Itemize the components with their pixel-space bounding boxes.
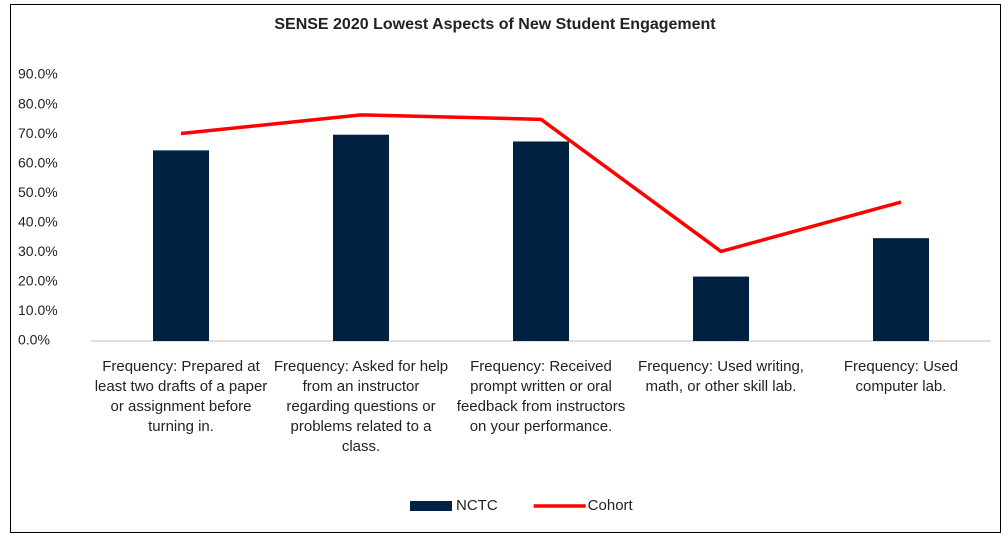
y-tick-label: 80.0% bbox=[18, 95, 58, 111]
y-tick-label: 90.0% bbox=[18, 66, 58, 82]
bar bbox=[513, 141, 569, 341]
legend-swatch bbox=[410, 501, 452, 511]
legend-label: Cohort bbox=[588, 497, 634, 514]
bar bbox=[153, 150, 209, 341]
y-tick-label: 70.0% bbox=[18, 125, 58, 141]
x-tick-label: Frequency: Used writing, math, or other … bbox=[638, 358, 804, 395]
legend-label: NCTC bbox=[456, 497, 498, 514]
y-tick-label: 10.0% bbox=[18, 302, 58, 318]
bar bbox=[873, 238, 929, 341]
x-tick-label: Frequency: Prepared at least two drafts … bbox=[94, 358, 268, 435]
y-tick-label: 40.0% bbox=[18, 213, 58, 229]
line bbox=[180, 113, 902, 254]
y-tick-label: 20.0% bbox=[18, 273, 58, 289]
y-tick-label: 0.0% bbox=[18, 332, 50, 348]
y-tick-label: 30.0% bbox=[18, 243, 58, 259]
y-tick-label: 50.0% bbox=[18, 184, 58, 200]
bar bbox=[333, 134, 389, 341]
x-tick-label: Frequency: Used computer lab. bbox=[843, 358, 959, 395]
y-tick-label: 60.0% bbox=[18, 154, 58, 170]
x-tick-label: Frequency: Received prompt written or or… bbox=[456, 358, 626, 435]
bar bbox=[693, 276, 749, 341]
x-tick-label: Frequency: Asked for help from an instru… bbox=[273, 358, 449, 455]
chart-title: SENSE 2020 Lowest Aspects of New Student… bbox=[274, 16, 716, 33]
